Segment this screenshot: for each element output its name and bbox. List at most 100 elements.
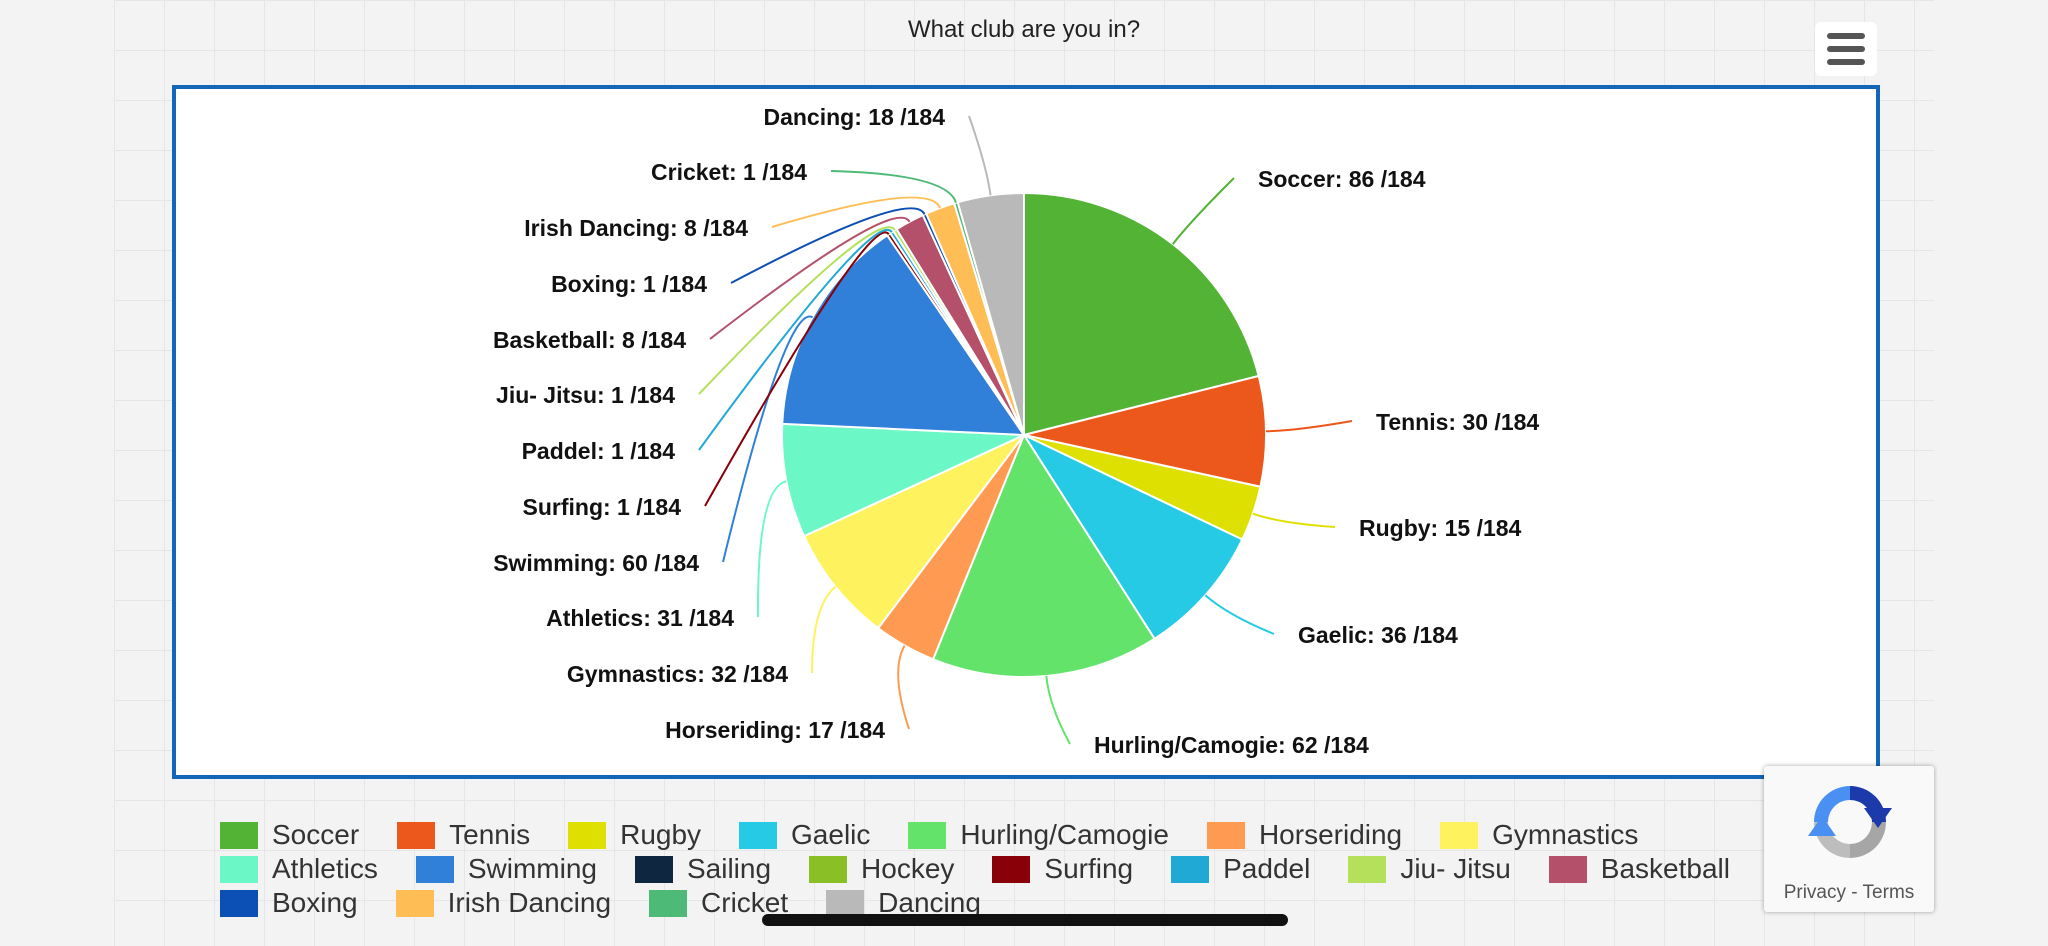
legend-label: Jiu- Jitsu	[1400, 853, 1511, 884]
recaptcha-privacy-link[interactable]: Privacy	[1783, 882, 1846, 903]
legend-item-surfing[interactable]: Surfing	[992, 853, 1133, 885]
legend-item-gymnastics[interactable]: Gymnastics	[1440, 819, 1638, 851]
connector-tennis	[1265, 420, 1353, 433]
legend-swatch	[739, 821, 778, 849]
recaptcha-terms-link[interactable]: Terms	[1862, 882, 1915, 903]
chart-menu-button[interactable]	[1815, 22, 1877, 76]
legend-item-jiu-jitsu[interactable]: Jiu- Jitsu	[1348, 853, 1511, 885]
data-label-jiu-jitsu: Jiu- Jitsu: 1 /184	[496, 382, 675, 408]
page-title: What club are you in?	[907, 16, 1141, 43]
chart-legend: Soccer Tennis Rugby Gaelic Hurling/Camogie Ho…	[220, 818, 1760, 918]
data-label-hurling-camogie: Hurling/Camogie: 62 /184	[1094, 732, 1369, 758]
legend-item-basketball[interactable]: Basketball	[1548, 853, 1730, 885]
legend-swatch	[220, 821, 258, 849]
data-label-tennis: Tennis: 30 /184	[1376, 409, 1539, 435]
legend-item-paddel[interactable]: Paddel	[1171, 853, 1310, 885]
connector-dancing	[968, 115, 992, 196]
legend-item-horseriding[interactable]: Horseriding	[1206, 819, 1402, 851]
legend-item-boxing[interactable]: Boxing	[220, 887, 358, 918]
data-label-gymnastics: Gymnastics: 32 /184	[567, 661, 788, 687]
connector-jiu-jitsu	[698, 226, 896, 395]
pie-slice-tennis[interactable]	[1023, 374, 1267, 488]
legend-swatch	[397, 821, 436, 849]
data-label-boxing: Boxing: 1 /184	[551, 271, 707, 297]
legend-item-rugby[interactable]: Rugby	[568, 819, 701, 851]
legend-swatch	[992, 855, 1031, 883]
pie-slice-soccer[interactable]	[1023, 191, 1260, 437]
connector-paddel	[698, 228, 893, 451]
connector-cricket	[830, 170, 957, 204]
legend-item-hurling-camogie[interactable]: Hurling/Camogie	[908, 819, 1169, 851]
legend-item-athletics[interactable]: Athletics	[220, 853, 378, 885]
data-label-gaelic: Gaelic: 36 /184	[1298, 622, 1458, 648]
data-label-rugby: Rugby: 15 /184	[1359, 515, 1522, 541]
data-label-horseriding: Horseriding: 17 /184	[665, 717, 885, 743]
legend-item-soccer[interactable]: Soccer	[220, 819, 359, 851]
legend-swatch	[809, 855, 848, 883]
legend-label: Basketball	[1600, 853, 1730, 884]
legend-row: Boxing Irish Dancing Cricket Dancing	[220, 886, 1760, 918]
legend-swatch	[1206, 821, 1245, 849]
data-label-swimming: Swimming: 60 /184	[493, 550, 699, 576]
legend-label: Surfing	[1044, 853, 1134, 884]
connector-athletics	[756, 480, 787, 618]
legend-label: Tennis	[449, 819, 531, 850]
pie-slice-hurling-camogie[interactable]	[931, 432, 1156, 678]
legend-label: Dancing	[878, 887, 981, 918]
legend-swatch	[220, 889, 258, 917]
legend-label: Rugby	[620, 819, 702, 850]
legend-label: Paddel	[1223, 853, 1311, 884]
data-label-basketball: Basketball: 8 /184	[493, 327, 686, 353]
legend-swatch	[1548, 855, 1587, 883]
legend-label: Sailing	[686, 853, 772, 884]
legend-item-tennis[interactable]: Tennis	[397, 819, 530, 851]
data-label-cricket: Cricket: 1 /184	[651, 159, 807, 185]
legend-label: Irish Dancing	[447, 887, 612, 918]
connector-soccer	[1172, 177, 1235, 245]
legend-swatch	[908, 821, 947, 849]
legend-swatch	[826, 889, 865, 917]
connector-gymnastics	[811, 585, 837, 674]
legend-label: Boxing	[272, 887, 358, 918]
connector-irish-dancing	[771, 196, 942, 228]
pie-slice-athletics[interactable]	[781, 422, 1025, 538]
legend-label: Soccer	[272, 819, 360, 850]
legend-swatch	[415, 855, 454, 883]
pie-slice-gaelic[interactable]	[1021, 432, 1244, 641]
connector-basketball	[709, 216, 911, 340]
legend-item-hockey[interactable]: Hockey	[809, 853, 954, 885]
legend-swatch	[1348, 855, 1387, 883]
legend-swatch	[220, 855, 258, 883]
legend-label: Athletics	[272, 853, 378, 884]
legend-item-cricket[interactable]: Cricket	[649, 887, 788, 918]
connector-swimming	[722, 315, 814, 563]
hamburger-menu-icon	[1827, 33, 1865, 39]
connector-horseriding	[897, 645, 910, 730]
legend-label: Cricket	[701, 887, 789, 918]
data-label-paddel: Paddel: 1 /184	[522, 438, 676, 464]
connector-rugby	[1252, 512, 1336, 528]
legend-label: Hockey	[861, 853, 955, 884]
legend-item-dancing[interactable]: Dancing	[826, 887, 981, 918]
legend-swatch	[1171, 855, 1210, 883]
connector-boxing	[730, 207, 926, 284]
connector-hurling-camogie	[1045, 675, 1071, 745]
legend-row: Athletics Swimming Sailing Hockey Surfing Pad…	[220, 852, 1760, 886]
data-label-irish-dancing: Irish Dancing: 8 /184	[524, 215, 748, 241]
legend-row: Soccer Tennis Rugby Gaelic Hurling/Camogie Ho…	[220, 818, 1760, 852]
recaptcha-logo-icon	[1808, 786, 1892, 858]
legend-item-gaelic[interactable]: Gaelic	[739, 819, 870, 851]
chart-area: Soccer: 86 /184 Tennis: 30 /184 Rugby: 15 …	[172, 85, 1880, 779]
legend-swatch	[568, 821, 607, 849]
legend-label: Swimming	[467, 853, 597, 884]
data-label-soccer: Soccer: 86 /184	[1258, 166, 1426, 192]
legend-label: Hurling/Camogie	[960, 819, 1169, 850]
legend-swatch	[649, 889, 688, 917]
legend-item-irish-dancing[interactable]: Irish Dancing	[395, 887, 612, 918]
legend-item-swimming[interactable]: Swimming	[415, 853, 597, 885]
connector-gaelic	[1204, 594, 1275, 635]
pie-slice-swimming[interactable]	[781, 233, 1026, 437]
legend-item-sailing[interactable]: Sailing	[634, 853, 772, 885]
data-label-dancing: Dancing: 18 /184	[763, 104, 945, 130]
legend-label: Gymnastics	[1492, 819, 1639, 850]
